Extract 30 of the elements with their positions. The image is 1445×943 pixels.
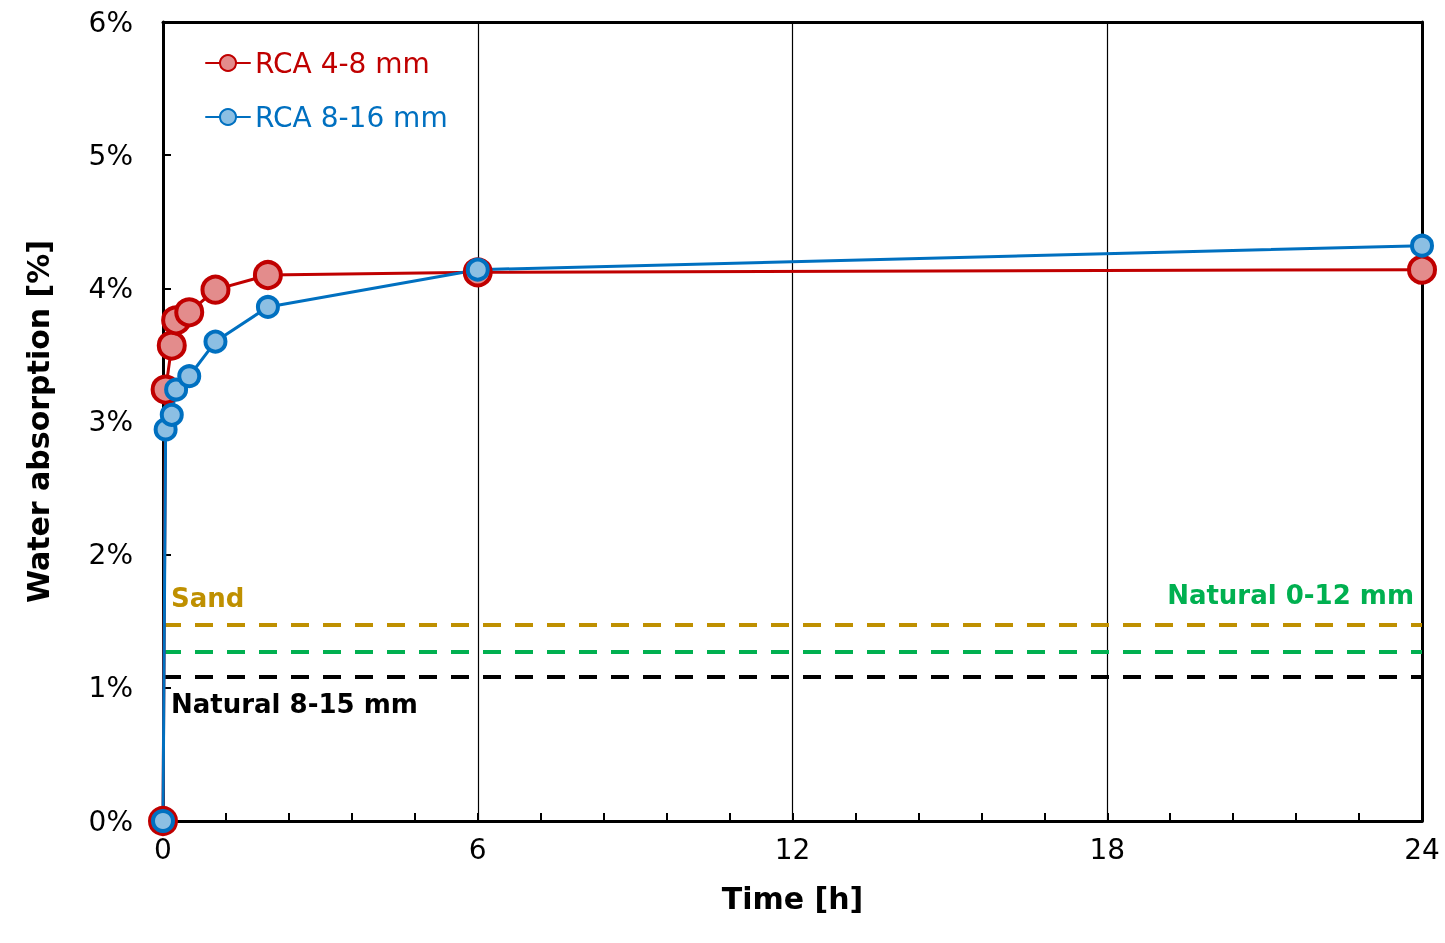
legend-label: RCA 8-16 mm — [255, 100, 448, 134]
point — [177, 364, 202, 389]
x-tick-label: 18 — [1089, 832, 1126, 866]
x-tick-label: 12 — [774, 832, 811, 866]
point — [156, 330, 187, 361]
ref-line-label: Natural 0-12 mm — [1167, 579, 1414, 610]
y-axis-title: Water absorption [%] — [20, 239, 56, 604]
point — [203, 329, 228, 354]
point — [164, 377, 189, 402]
y-tick-label: 2% — [88, 538, 133, 572]
legend-label: RCA 4-8 mm — [255, 46, 430, 80]
y-tick-label: 3% — [88, 405, 133, 438]
x-tick-label: 0 — [154, 832, 172, 866]
point — [159, 402, 184, 427]
x-tick-label: 24 — [1404, 832, 1440, 866]
y-tick-label: 0% — [88, 804, 133, 838]
y-tick-label: 1% — [88, 671, 133, 705]
y-tick-label: 6% — [88, 5, 133, 39]
ref-line-label: Natural 8-15 mm — [171, 689, 418, 720]
point — [252, 260, 283, 291]
y-tick-label: 4% — [88, 271, 133, 305]
x-tick-label: 6 — [468, 832, 487, 866]
y-tick-label: 5% — [88, 138, 133, 172]
point — [1410, 233, 1434, 258]
x-axis-title: Time [h] — [721, 880, 864, 916]
ref-line-label: Sand — [171, 583, 245, 614]
point — [1407, 254, 1437, 285]
point — [200, 274, 231, 305]
point — [174, 297, 205, 328]
point — [255, 294, 280, 319]
